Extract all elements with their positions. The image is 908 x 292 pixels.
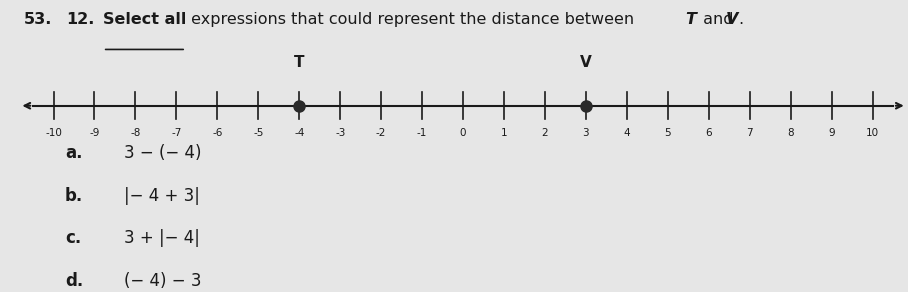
Text: 5: 5 <box>665 128 671 138</box>
Text: T: T <box>294 55 304 70</box>
Text: 9: 9 <box>828 128 835 138</box>
Text: 3: 3 <box>583 128 589 138</box>
Text: 7: 7 <box>746 128 753 138</box>
Text: expressions that could represent the distance between: expressions that could represent the dis… <box>186 12 639 27</box>
Text: d.: d. <box>64 272 83 290</box>
Text: 12.: 12. <box>66 12 95 27</box>
Text: Select all: Select all <box>103 12 186 27</box>
Text: -8: -8 <box>130 128 141 138</box>
Text: -7: -7 <box>172 128 182 138</box>
Text: 1: 1 <box>500 128 508 138</box>
Text: 3 + |− 4|: 3 + |− 4| <box>123 229 200 247</box>
Text: -9: -9 <box>89 128 100 138</box>
Text: -10: -10 <box>45 128 62 138</box>
Text: 53.: 53. <box>24 12 53 27</box>
Text: -2: -2 <box>376 128 386 138</box>
Text: -3: -3 <box>335 128 345 138</box>
Text: and: and <box>698 12 739 27</box>
Text: -4: -4 <box>294 128 304 138</box>
Text: V: V <box>580 55 592 70</box>
Text: .: . <box>738 12 744 27</box>
Text: -5: -5 <box>253 128 263 138</box>
Text: 10: 10 <box>866 128 879 138</box>
Text: T: T <box>685 12 696 27</box>
Text: 3 − (− 4): 3 − (− 4) <box>123 144 201 162</box>
Text: (− 4) − 3: (− 4) − 3 <box>123 272 201 290</box>
Text: 6: 6 <box>706 128 712 138</box>
Text: -6: -6 <box>212 128 222 138</box>
Text: -1: -1 <box>417 128 428 138</box>
Text: b.: b. <box>64 187 83 205</box>
Text: a.: a. <box>64 144 83 162</box>
Text: |− 4 + 3|: |− 4 + 3| <box>123 187 200 205</box>
Text: 4: 4 <box>624 128 630 138</box>
Text: 8: 8 <box>787 128 794 138</box>
Text: 2: 2 <box>542 128 548 138</box>
Text: V: V <box>725 12 738 27</box>
Text: c.: c. <box>64 229 81 247</box>
Text: 0: 0 <box>459 128 467 138</box>
